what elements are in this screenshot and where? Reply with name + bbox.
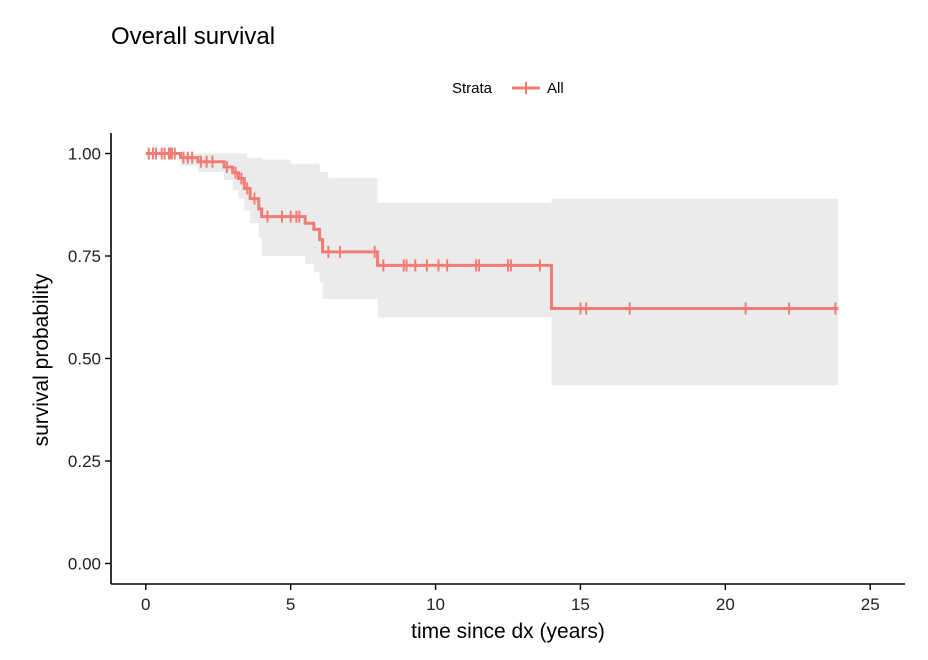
x-tick-label: 25: [861, 595, 880, 614]
legend: Strata All: [452, 80, 564, 97]
x-tick-label: 10: [426, 595, 445, 614]
legend-title: Strata: [452, 80, 493, 97]
survival-curve-layer: [145, 152, 839, 310]
legend-entry-all: All: [547, 80, 564, 97]
x-axis-title: time since dx (years): [411, 620, 605, 643]
y-tick-label: 0.25: [68, 452, 101, 471]
y-tick-label: 0.00: [68, 555, 101, 574]
y-tick-label: 0.75: [68, 247, 101, 266]
survival-curve-all: [145, 152, 839, 310]
confidence-band-layer: [145, 153, 839, 386]
x-tick-label: 20: [716, 595, 735, 614]
chart-title: Overall survival: [111, 23, 275, 50]
y-tick-label: 0.50: [68, 350, 101, 369]
confidence-band: [145, 153, 839, 386]
x-tick-label: 0: [141, 595, 150, 614]
censor-marks-layer: [147, 147, 837, 315]
x-tick-label: 5: [286, 595, 295, 614]
axis-ticks: 0 5 10 15 20 25 0.00 0.25 0.50 0.75 1.00: [68, 145, 880, 615]
x-tick-label: 15: [571, 595, 590, 614]
y-tick-label: 1.00: [68, 145, 101, 164]
y-axis-title: survival probability: [30, 273, 53, 446]
